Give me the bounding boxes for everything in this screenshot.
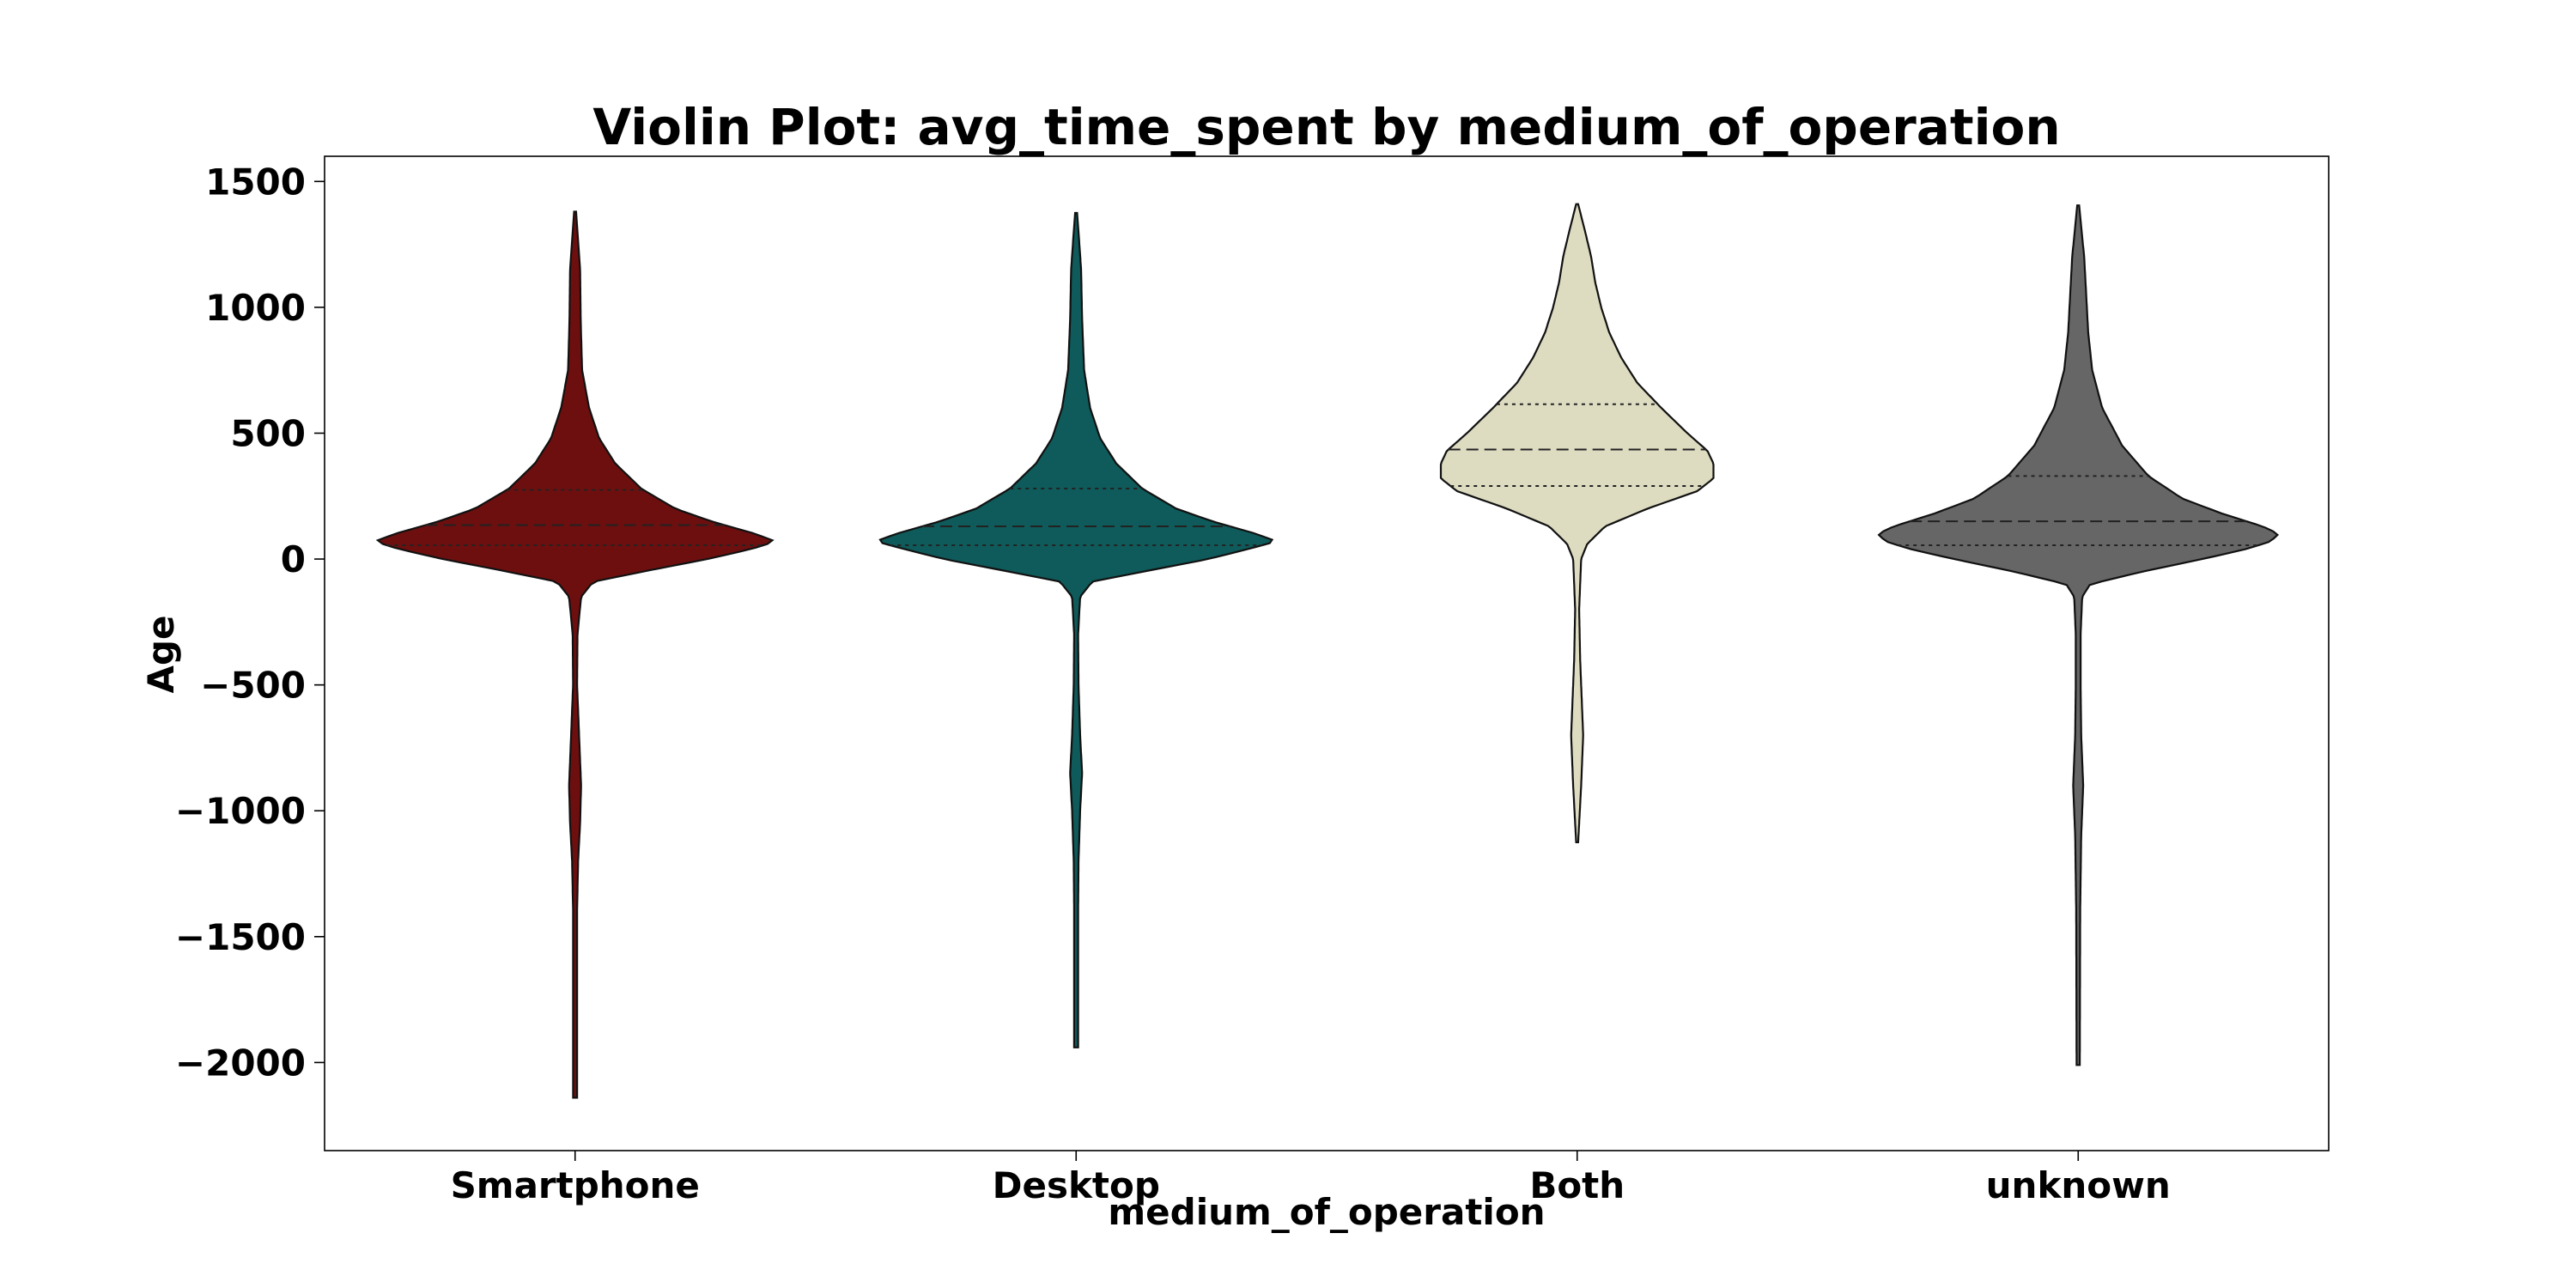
y-tick-label: 1000 — [205, 287, 306, 329]
y-axis-label: Age — [140, 615, 182, 693]
y-tick-label: −1000 — [175, 790, 306, 832]
violin-unknown — [1877, 204, 2280, 1066]
x-tick-label: unknown — [1986, 1164, 2171, 1206]
violin-body — [375, 210, 775, 1099]
violin-desktop — [878, 211, 1274, 1048]
violin-smartphone — [375, 210, 775, 1099]
y-axis-ticks: 1500 1000 500 0 −500 −1000 −1500 −2000 — [175, 161, 325, 1084]
x-axis-ticks: Smartphone Desktop Both unknown — [451, 1151, 2171, 1206]
x-tick-label: Desktop — [993, 1164, 1160, 1206]
chart-title: Violin Plot: avg_time_spent by medium_of… — [592, 98, 2060, 156]
violin-body — [878, 211, 1274, 1048]
x-tick-label: Both — [1529, 1164, 1625, 1206]
y-tick-label: 500 — [230, 412, 306, 454]
violin-both — [1439, 203, 1715, 843]
violin-body — [1439, 203, 1715, 843]
y-tick-label: −500 — [200, 665, 306, 707]
y-tick-label: −2000 — [175, 1042, 306, 1084]
violins-group — [375, 203, 2280, 1099]
y-tick-label: −1500 — [175, 916, 306, 958]
violin-body — [1877, 204, 2280, 1066]
x-tick-label: Smartphone — [451, 1164, 700, 1206]
x-axis-label: medium_of_operation — [1108, 1191, 1545, 1233]
y-tick-label: 1500 — [205, 161, 306, 203]
plot-area-frame — [324, 155, 2330, 1151]
y-tick-label: 0 — [281, 538, 306, 580]
